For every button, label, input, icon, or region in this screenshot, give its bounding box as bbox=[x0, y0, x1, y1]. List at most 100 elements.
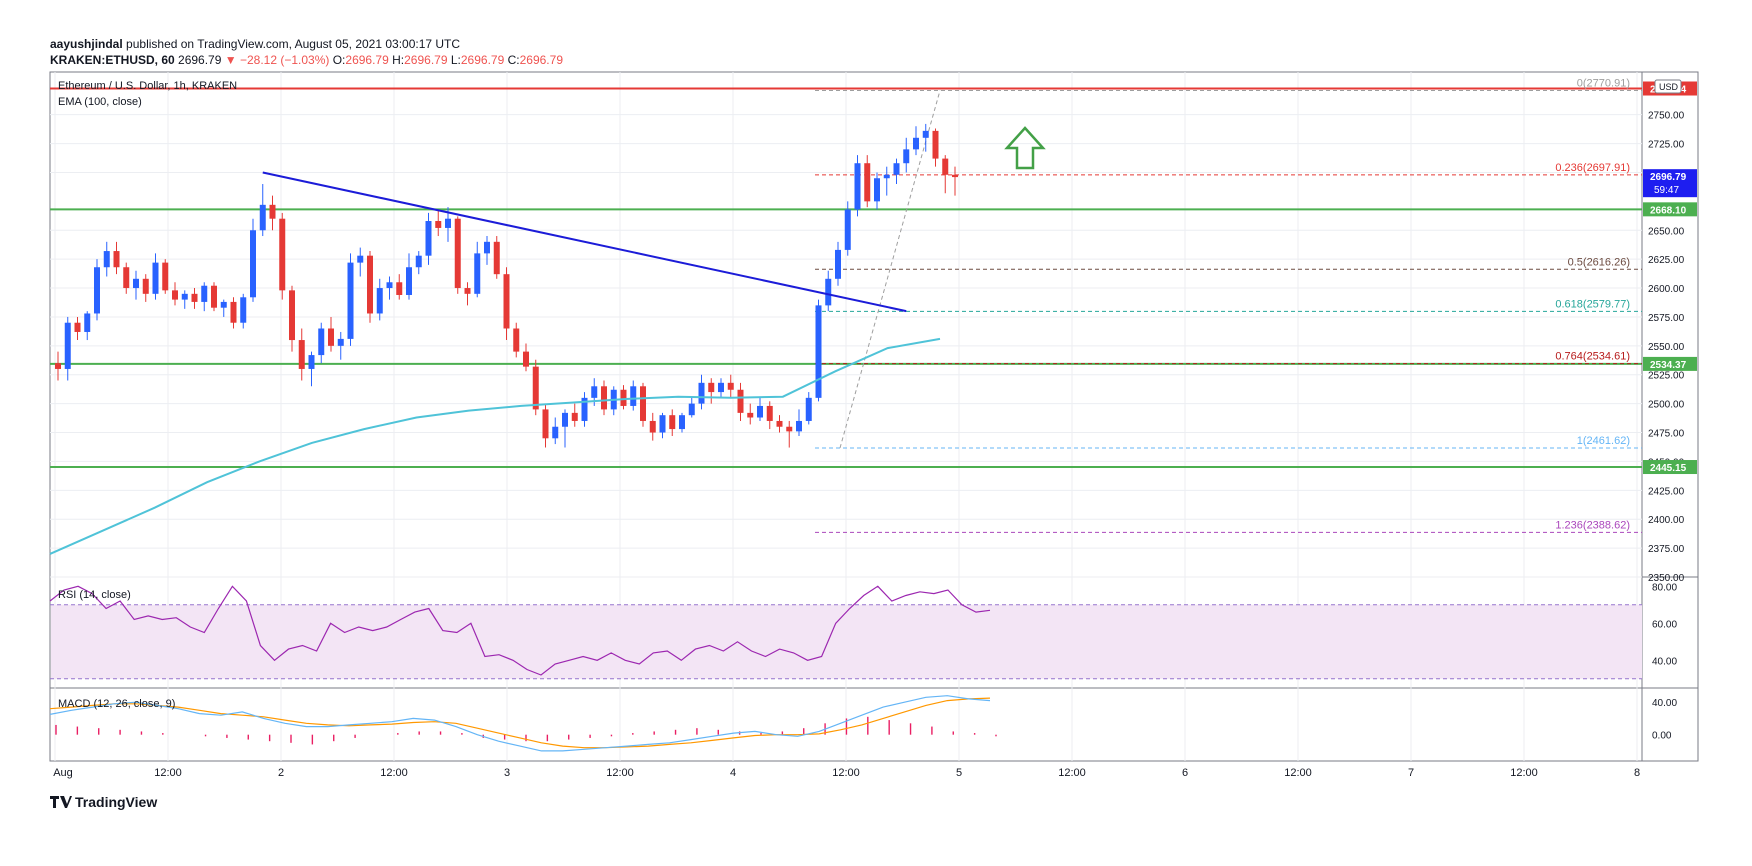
candle-body bbox=[903, 149, 910, 164]
candle-body bbox=[103, 251, 110, 268]
fib-level-label: 0.618(2579.77) bbox=[1555, 298, 1630, 310]
time-tick-label: 8 bbox=[1634, 767, 1640, 779]
time-tick-label: 2 bbox=[278, 767, 284, 779]
candle-body bbox=[815, 305, 822, 398]
candle-body bbox=[328, 328, 334, 346]
price-tick-label: 2500.00 bbox=[1648, 400, 1685, 411]
time-axis[interactable]: Aug 12:00 2 12:00 3 12:00 4 12:00 5 12:00 6 12:00 7 1… bbox=[53, 767, 1640, 779]
macd-pane bbox=[49, 695, 997, 752]
ohlc-open-label: O: bbox=[332, 53, 346, 67]
candle-body bbox=[454, 218, 461, 289]
candle-body bbox=[464, 288, 471, 294]
candle-body bbox=[708, 382, 715, 393]
fib-level-label: 0(2770.91) bbox=[1577, 78, 1630, 90]
rsi-tick-label: 40.00 bbox=[1652, 656, 1677, 667]
candle-body bbox=[396, 282, 403, 295]
ohlc-high: 2696.79 bbox=[404, 53, 448, 67]
author-name[interactable]: aayushjindal bbox=[50, 37, 123, 51]
tradingview-logo[interactable]: TradingView bbox=[50, 794, 157, 810]
candle-body bbox=[201, 285, 208, 302]
price-tick-label: 2350.00 bbox=[1648, 573, 1685, 584]
symbol-info: KRAKEN:ETHUSD, 60 2696.79 ▼ −28.12 (−1.0… bbox=[50, 53, 563, 67]
ohlc-low: 2696.79 bbox=[460, 53, 505, 67]
price-tick-label: 2525.00 bbox=[1648, 371, 1685, 382]
candle-body bbox=[84, 313, 91, 332]
rsi-legend: RSI (14, close) bbox=[58, 589, 131, 601]
publish-info: aayushjindal published on TradingView.co… bbox=[50, 37, 460, 51]
candle-body bbox=[776, 420, 783, 427]
candle-body bbox=[250, 230, 256, 298]
fib-level-label: 1(2461.62) bbox=[1577, 435, 1630, 447]
candle-body bbox=[191, 293, 198, 302]
price-tick-label: 2400.00 bbox=[1648, 515, 1685, 526]
candle-body bbox=[796, 420, 802, 432]
ohlc-close: 2696.79 bbox=[519, 53, 563, 67]
candle-body bbox=[805, 397, 812, 421]
current-price-badge bbox=[1643, 169, 1697, 198]
candle-body bbox=[786, 426, 793, 432]
price-tick-label: 2575.00 bbox=[1648, 313, 1685, 324]
chart-title: Ethereum / U.S. Dollar, 1h, KRAKEN bbox=[58, 80, 238, 92]
candle-body bbox=[591, 386, 598, 398]
candle-body bbox=[835, 249, 841, 279]
time-tick-label: 12:00 bbox=[606, 767, 634, 779]
publish-text: published on TradingView.com, August 05,… bbox=[126, 37, 461, 51]
fib-level-label: 1.236(2388.62) bbox=[1555, 519, 1630, 531]
countdown-label: 59:47 bbox=[1654, 185, 1679, 196]
candle-body bbox=[347, 262, 354, 339]
rsi-tick-label: 60.00 bbox=[1652, 619, 1677, 630]
candle-body bbox=[74, 322, 81, 332]
candle-body bbox=[659, 415, 666, 433]
candle-body bbox=[640, 386, 646, 421]
candle-body bbox=[142, 278, 149, 294]
candle-body bbox=[220, 301, 227, 308]
rsi-band bbox=[51, 604, 1642, 679]
candle-body bbox=[474, 253, 481, 294]
candle-body bbox=[337, 338, 344, 346]
bearish-trendline bbox=[262, 171, 907, 313]
candle-body bbox=[571, 412, 578, 421]
candle-body bbox=[279, 218, 286, 291]
time-tick-label: 12:00 bbox=[380, 767, 408, 779]
price-tick-label: 2650.00 bbox=[1648, 226, 1685, 237]
price-axis[interactable]: 2750.002725.002700.002650.002625.002600.… bbox=[1643, 79, 1697, 742]
price-change: ▼ −28.12 (−1.03%) bbox=[224, 53, 330, 67]
candle-body bbox=[523, 351, 529, 367]
candle-body bbox=[679, 415, 685, 430]
candle-body bbox=[630, 386, 637, 406]
candle-body bbox=[922, 130, 929, 138]
candle-body bbox=[581, 397, 588, 421]
rsi-pane bbox=[49, 585, 1642, 680]
price-tick-label: 2625.00 bbox=[1648, 255, 1685, 266]
price-pane: 0(2770.91) 0.236(2697.91) 0.5(2616.26) 0.61… bbox=[49, 78, 1642, 555]
currency-label: USD bbox=[1659, 82, 1679, 92]
support-price-label: 2534.37 bbox=[1650, 360, 1687, 371]
candle-body bbox=[406, 267, 412, 295]
candle-body bbox=[55, 363, 61, 369]
candle-body bbox=[649, 420, 656, 433]
candle-body bbox=[718, 382, 724, 393]
grid bbox=[49, 71, 1699, 762]
candle-body bbox=[825, 278, 832, 306]
candle-body bbox=[562, 412, 568, 427]
ema-line bbox=[49, 337, 941, 555]
tradingview-brand: TradingView bbox=[75, 794, 158, 810]
candle-body bbox=[298, 340, 305, 369]
fib-anchor-line bbox=[839, 90, 941, 449]
ohlc-low-label: L: bbox=[450, 53, 461, 67]
time-tick-label: 6 bbox=[1182, 767, 1188, 779]
candle-body bbox=[376, 288, 383, 314]
candle-body bbox=[737, 389, 744, 413]
ohlc-close-label: C: bbox=[507, 53, 520, 67]
candle-body bbox=[425, 221, 432, 256]
symbol-label: KRAKEN:ETHUSD, 60 bbox=[50, 53, 175, 67]
candle-body bbox=[552, 426, 559, 439]
candle-body bbox=[854, 163, 861, 210]
price-tick-label: 2750.00 bbox=[1648, 111, 1685, 122]
candle-body bbox=[240, 297, 247, 323]
price-tick-label: 2375.00 bbox=[1648, 544, 1685, 555]
candle-body bbox=[620, 389, 627, 406]
price-tick-label: 2550.00 bbox=[1648, 342, 1685, 353]
candle-body bbox=[64, 322, 71, 369]
